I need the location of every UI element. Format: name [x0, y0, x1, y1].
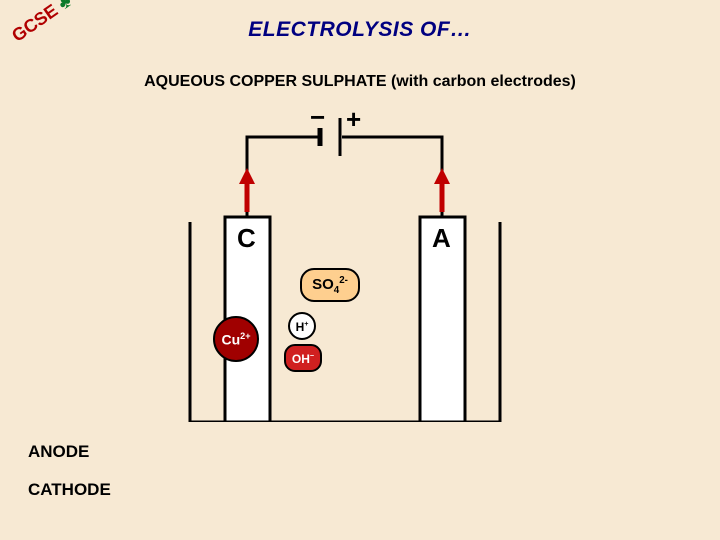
wire-left: [247, 137, 318, 217]
battery-neg-sign: −: [310, 112, 325, 132]
ion-formula: Cu2+: [221, 331, 250, 348]
anode-letter: A: [432, 223, 451, 253]
arrow-left-head: [239, 168, 255, 184]
copper-ion: Cu2+: [213, 316, 259, 362]
battery-pos-sign: +: [346, 112, 361, 134]
page-title: ELECTROLYSIS OF…: [0, 18, 720, 42]
sulphate-ion: SO42-: [300, 268, 360, 302]
hydroxide-ion: OH−: [284, 344, 322, 372]
page-subtitle: AQUEOUS COPPER SULPHATE (with carbon ele…: [0, 73, 720, 91]
anode-label: ANODE: [28, 442, 89, 462]
hydrogen-ion: H+: [288, 312, 316, 340]
ion-formula: SO42-: [312, 275, 348, 296]
cathode-label: CATHODE: [28, 480, 111, 500]
wire-right: [342, 137, 442, 217]
circuit-svg: − + C A: [170, 112, 520, 422]
electrolysis-diagram: − + C A: [170, 112, 520, 422]
cathode-letter: C: [237, 223, 256, 253]
ion-formula: H+: [296, 319, 309, 334]
arrow-right-head: [434, 168, 450, 184]
ion-formula: OH−: [292, 351, 314, 366]
